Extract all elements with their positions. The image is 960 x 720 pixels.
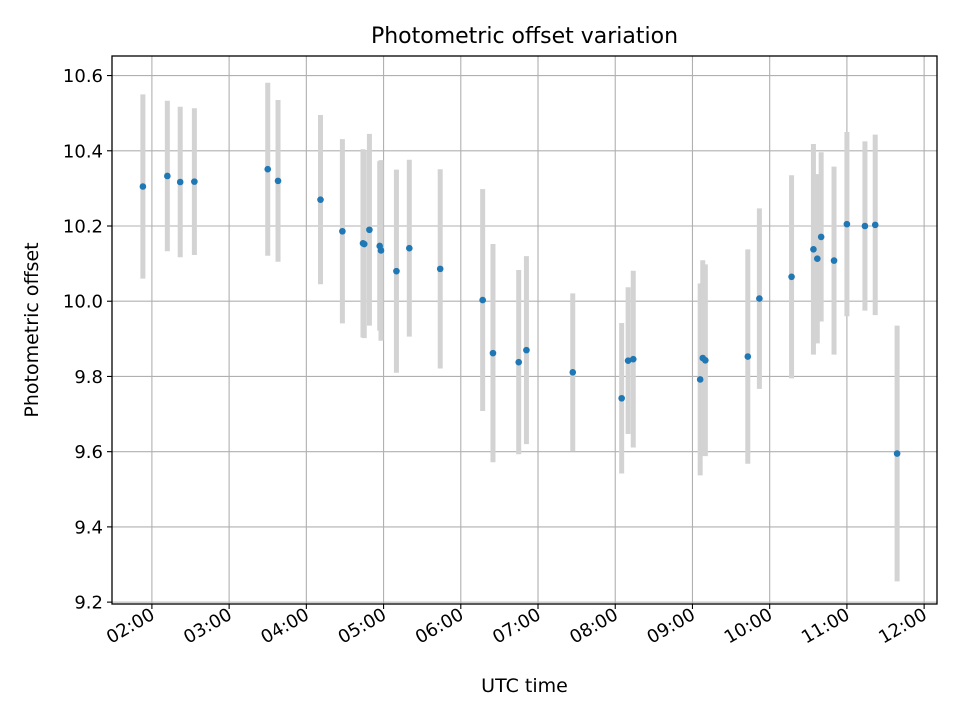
- data-point: [393, 267, 400, 275]
- y-tick-label: 9.8: [74, 367, 103, 388]
- data-point: [624, 357, 632, 364]
- chart-title: Photometric offset variation: [371, 24, 678, 49]
- data-point: [788, 273, 795, 281]
- data-point: [339, 227, 346, 235]
- data-point: [629, 355, 637, 363]
- data-point: [810, 246, 817, 253]
- data-point: [702, 356, 709, 364]
- data-point: [830, 257, 838, 264]
- data-point: [861, 222, 869, 230]
- data-point: [569, 369, 577, 376]
- data-point: [406, 244, 413, 252]
- data-points: [139, 165, 901, 457]
- y-tick-label: 9.2: [74, 593, 103, 614]
- data-point: [360, 240, 368, 248]
- data-point: [814, 255, 821, 263]
- data-point: [489, 349, 497, 357]
- data-point: [164, 172, 171, 180]
- y-tick-label: 10.4: [63, 141, 103, 162]
- data-point: [893, 450, 901, 457]
- data-point: [139, 183, 147, 190]
- y-tick-label: 10.0: [63, 292, 103, 313]
- data-point: [618, 394, 625, 402]
- data-point: [377, 247, 385, 254]
- data-point: [817, 233, 825, 241]
- data-point: [274, 177, 282, 185]
- y-tick-label: 10.6: [63, 66, 103, 87]
- data-point: [696, 376, 704, 383]
- data-point: [317, 196, 324, 203]
- data-point: [479, 296, 486, 304]
- data-point: [843, 220, 851, 228]
- x-axis-label: UTC time: [481, 675, 568, 697]
- y-axis-ticks: 9.2 9.4 9.6 9.8 10.0 10.2 10.4 10.6: [63, 66, 112, 614]
- y-tick-label: 9.6: [74, 442, 103, 463]
- data-point: [264, 165, 272, 173]
- data-point: [756, 295, 763, 302]
- data-point: [871, 221, 879, 229]
- data-point: [191, 178, 198, 185]
- data-point: [176, 178, 184, 186]
- data-point: [515, 358, 523, 366]
- y-tick-label: 10.2: [63, 217, 103, 238]
- plot-frame: [111, 55, 938, 605]
- y-tick-label: 9.4: [74, 517, 103, 538]
- data-point: [436, 265, 444, 273]
- data-point: [744, 353, 752, 360]
- y-axis-label: Photometric offset: [21, 242, 43, 417]
- data-point: [523, 346, 530, 354]
- data-point: [366, 226, 373, 234]
